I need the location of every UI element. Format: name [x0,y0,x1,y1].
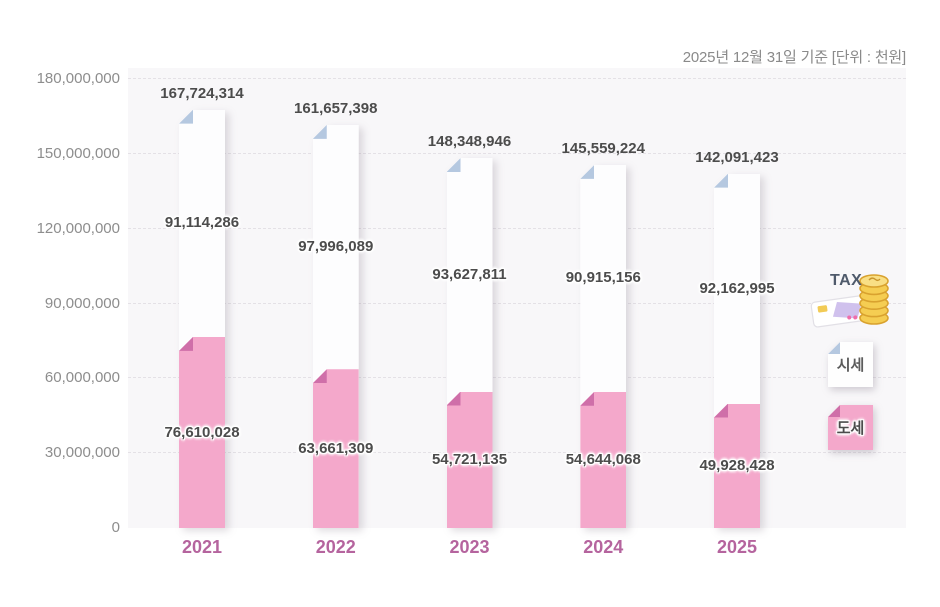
gridline [128,152,906,154]
tax-icon: TAX [810,252,898,328]
gridline [128,78,906,79]
market-price-bar [312,124,359,528]
plot-area: 167,724,314 91,114,286 76,610,028 161,657,3… [128,68,906,528]
x-axis-label-2025: 2025 [716,537,758,557]
market-price-value-label: 92,162,995 [699,279,775,297]
y-axis-tick-label: 30,000,000 [44,444,120,462]
gridline [128,452,906,454]
provincial-tax-bar [446,391,493,528]
market-price-bar [580,164,627,528]
folded-corner-icon [179,109,193,124]
market-price-value-label: 97,996,089 [298,238,374,255]
gridline [128,302,906,304]
folded-corner-icon [312,369,327,384]
market-price-value-label: 91,114,286 [164,214,240,232]
provincial-tax-value-label: 63,661,309 [298,439,374,457]
y-axis-tick-label: 0 [111,519,120,536]
bar-group-2023 [446,158,493,528]
gridline [128,377,906,379]
x-axis-label-2021: 2021 [181,537,223,557]
provincial-tax-value-label: 54,721,135 [431,450,508,468]
x-axis-label-2024: 2024 [583,537,624,557]
legend-label-provincial-tax: 도세 [836,420,865,437]
provincial-tax-bar [714,403,760,528]
legend-swatch-provincial-tax: 도세 [828,405,873,450]
bar-group-2022 [312,124,359,528]
legend-label-market-price: 시세 [836,357,865,374]
provincial-tax-bar [312,369,359,528]
header-note: 2025년 12월 31일 기준 [단위 : 천원] [682,49,906,66]
y-axis-tick-label: 180,000,000 [36,70,120,87]
folded-corner-icon [828,405,840,417]
market-price-value-label: 90,915,156 [565,269,641,287]
total-value-label: 161,657,398 [294,99,378,117]
folded-corner-icon [312,124,327,139]
total-value-label: 167,724,314 [160,84,244,102]
market-price-bar [446,158,493,528]
provincial-tax-value-label: 76,610,028 [164,423,240,441]
market-price-bar [714,173,760,528]
folded-corner-icon [580,164,595,179]
legend-swatch-market-price: 시세 [828,342,873,387]
total-value-label: 145,559,224 [561,139,645,157]
folded-corner-icon [580,391,595,406]
bar-group-2024 [580,164,627,528]
gridline [128,227,906,229]
credit-card-icon [810,293,876,328]
folded-corner-icon [446,391,461,406]
y-axis-tick-label: 150,000,000 [36,144,120,162]
folded-corner-icon [714,403,728,418]
folded-corner-icon [714,173,728,188]
coins-icon [859,274,889,325]
folded-corner-icon [828,342,840,354]
total-value-label: 148,348,946 [427,133,512,150]
bar-group-2021 [179,109,225,528]
tax-illustration: TAX [810,272,889,328]
legend-item-provincial-tax: 도세 [828,405,873,450]
provincial-tax-value-label: 54,644,068 [565,450,641,468]
provincial-tax-bar [179,336,225,528]
bar-group-2025 [714,173,760,528]
folded-corner-icon [446,158,461,172]
y-axis-tick-label: 90,000,000 [44,294,120,312]
x-axis-label-2022: 2022 [315,537,356,557]
market-price-value-label: 93,627,811 [432,265,507,283]
total-value-label: 142,091,423 [695,148,779,166]
y-axis-tick-label: 60,000,000 [44,369,120,387]
market-price-bar [179,109,225,528]
provincial-tax-value-label: 49,928,428 [699,456,775,474]
folded-corner-icon [179,336,193,351]
x-axis-label-2023: 2023 [449,537,490,557]
legend-item-market-price: 시세 [828,342,873,387]
y-axis-tick-label: 120,000,000 [36,219,120,237]
tax-label: TAX [830,272,862,289]
